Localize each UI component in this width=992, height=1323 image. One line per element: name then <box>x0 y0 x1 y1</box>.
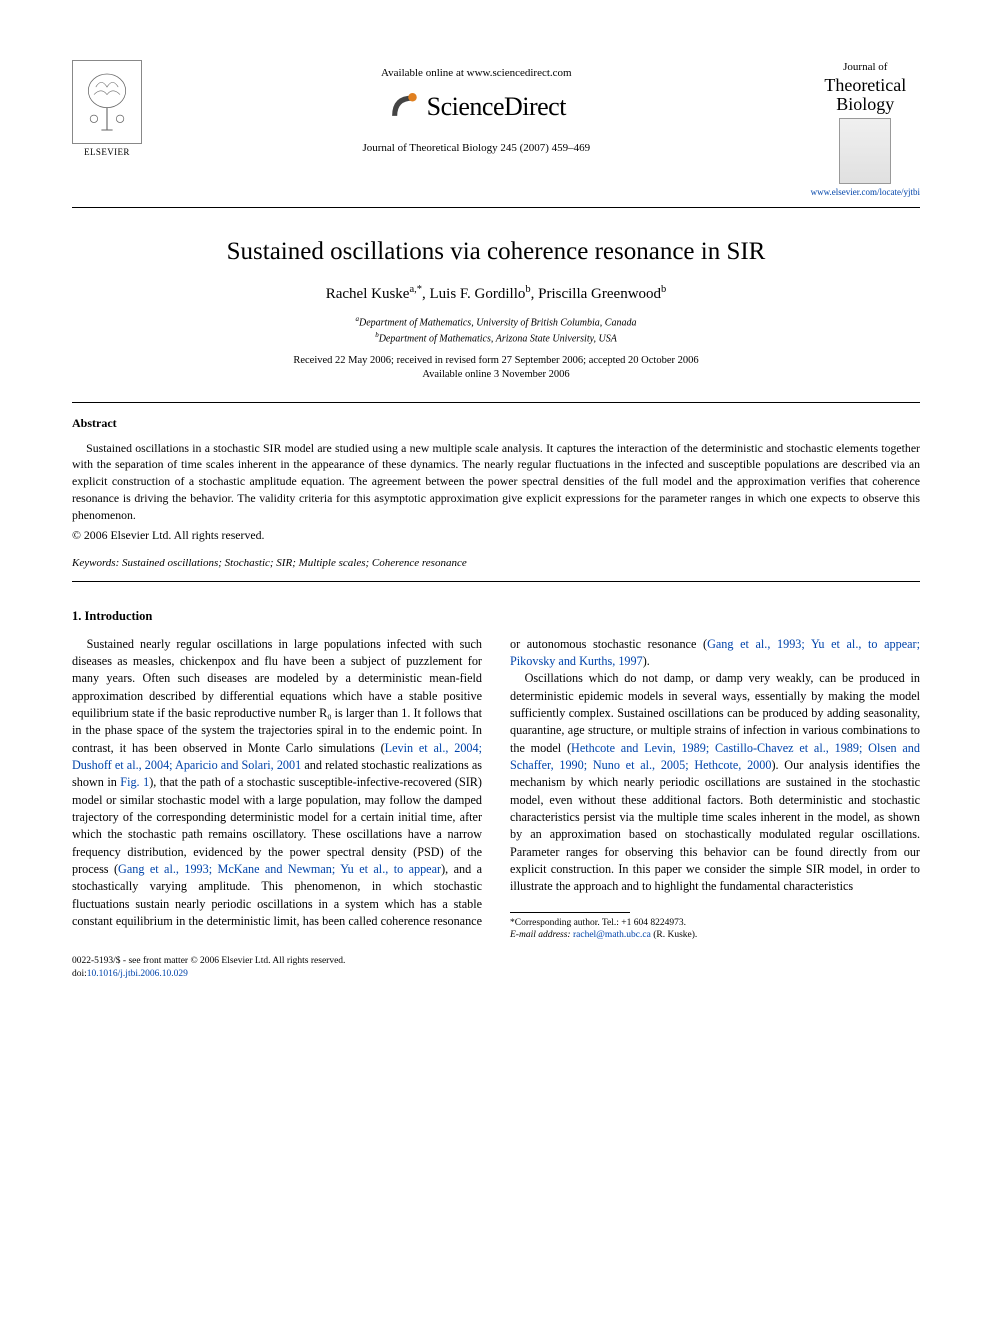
p1-fig-ref[interactable]: Fig. 1 <box>120 775 149 789</box>
author-1-sup: a,* <box>409 284 422 295</box>
journal-box-line2: Theoretical <box>811 76 920 95</box>
dates-line1: Received 22 May 2006; received in revise… <box>72 354 920 368</box>
journal-box: Journal of Theoretical Biology www.elsev… <box>811 60 920 199</box>
footnote-separator <box>510 912 630 913</box>
affiliation-b: bDepartment of Mathematics, Arizona Stat… <box>72 331 920 346</box>
p1-citation-2[interactable]: Gang et al., 1993; McKane and Newman; Yu… <box>118 862 441 876</box>
dates-line2: Available online 3 November 2006 <box>72 368 920 382</box>
affil-b-text: Department of Mathematics, Arizona State… <box>379 333 617 344</box>
sciencedirect-brand: ScienceDirect <box>387 87 566 127</box>
sciencedirect-name: ScienceDirect <box>427 89 566 125</box>
journal-box-line1: Journal of <box>811 60 920 75</box>
journal-box-line3: Biology <box>811 95 920 114</box>
email-label: E-mail address: <box>510 930 571 940</box>
keywords-line: Keywords: Sustained oscillations; Stocha… <box>72 556 920 571</box>
affil-a-text: Department of Mathematics, University of… <box>359 317 636 328</box>
keywords-list: Sustained oscillations; Stochastic; SIR;… <box>119 557 466 569</box>
elsevier-label: ELSEVIER <box>72 146 142 159</box>
sciencedirect-swoosh-icon <box>387 87 421 127</box>
doi-value[interactable]: 10.1016/j.jtbi.2006.10.029 <box>87 969 188 979</box>
elsevier-block: ELSEVIER <box>72 60 142 159</box>
p1-text-c: ), that the path of a stochastic suscept… <box>72 775 482 876</box>
header-center: Available online at www.sciencedirect.co… <box>142 60 811 156</box>
author-1: Rachel Kuske <box>326 286 410 302</box>
page-header: ELSEVIER Available online at www.science… <box>72 60 920 199</box>
p1-text-a: Sustained nearly regular oscillations in… <box>72 637 482 755</box>
page-footer: 0022-5193/$ - see front matter © 2006 El… <box>72 955 920 980</box>
author-3-sup: b <box>661 284 666 295</box>
article-title: Sustained oscillations via coherence res… <box>72 234 920 269</box>
keywords-label: Keywords: <box>72 557 119 569</box>
section-1-heading: 1. Introduction <box>72 608 920 626</box>
corresponding-author-footnote: *Corresponding author. Tel.: +1 604 8224… <box>510 917 920 929</box>
journal-cover-thumb-icon <box>839 118 891 184</box>
author-email[interactable]: rachel@math.ubc.ca <box>573 930 651 940</box>
p2-text-b: ). Our analysis identifies the mechanism… <box>510 758 920 893</box>
journal-reference: Journal of Theoretical Biology 245 (2007… <box>142 141 811 156</box>
available-online-text: Available online at www.sciencedirect.co… <box>142 66 811 81</box>
authors-line: Rachel Kuskea,*, Luis F. Gordillo b, Pris… <box>72 283 920 305</box>
journal-locate-url[interactable]: www.elsevier.com/locate/yjtbi <box>811 186 920 199</box>
abstract-copyright: © 2006 Elsevier Ltd. All rights reserved… <box>72 527 920 544</box>
email-suffix: (R. Kuske). <box>651 930 697 940</box>
p1-text-e: ). <box>643 654 650 668</box>
front-matter-line: 0022-5193/$ - see front matter © 2006 El… <box>72 955 920 967</box>
abstract-heading: Abstract <box>72 415 920 432</box>
intro-paragraph-2: Oscillations which do not damp, or damp … <box>510 670 920 895</box>
body-columns: Sustained nearly regular oscillations in… <box>72 636 920 942</box>
header-divider <box>72 207 920 208</box>
email-footnote: E-mail address: rachel@math.ubc.ca (R. K… <box>510 929 920 941</box>
affiliation-a: aDepartment of Mathematics, University o… <box>72 315 920 330</box>
author-3: , Priscilla Greenwood <box>531 286 661 302</box>
abstract-top-rule <box>72 402 920 403</box>
abstract-bottom-rule <box>72 581 920 582</box>
elsevier-tree-icon <box>72 60 142 144</box>
article-dates: Received 22 May 2006; received in revise… <box>72 354 920 381</box>
author-2: , Luis F. Gordillo <box>422 286 525 302</box>
doi-label: doi: <box>72 969 87 979</box>
abstract-text: Sustained oscillations in a stochastic S… <box>72 440 920 524</box>
doi-line: doi:10.1016/j.jtbi.2006.10.029 <box>72 968 920 980</box>
